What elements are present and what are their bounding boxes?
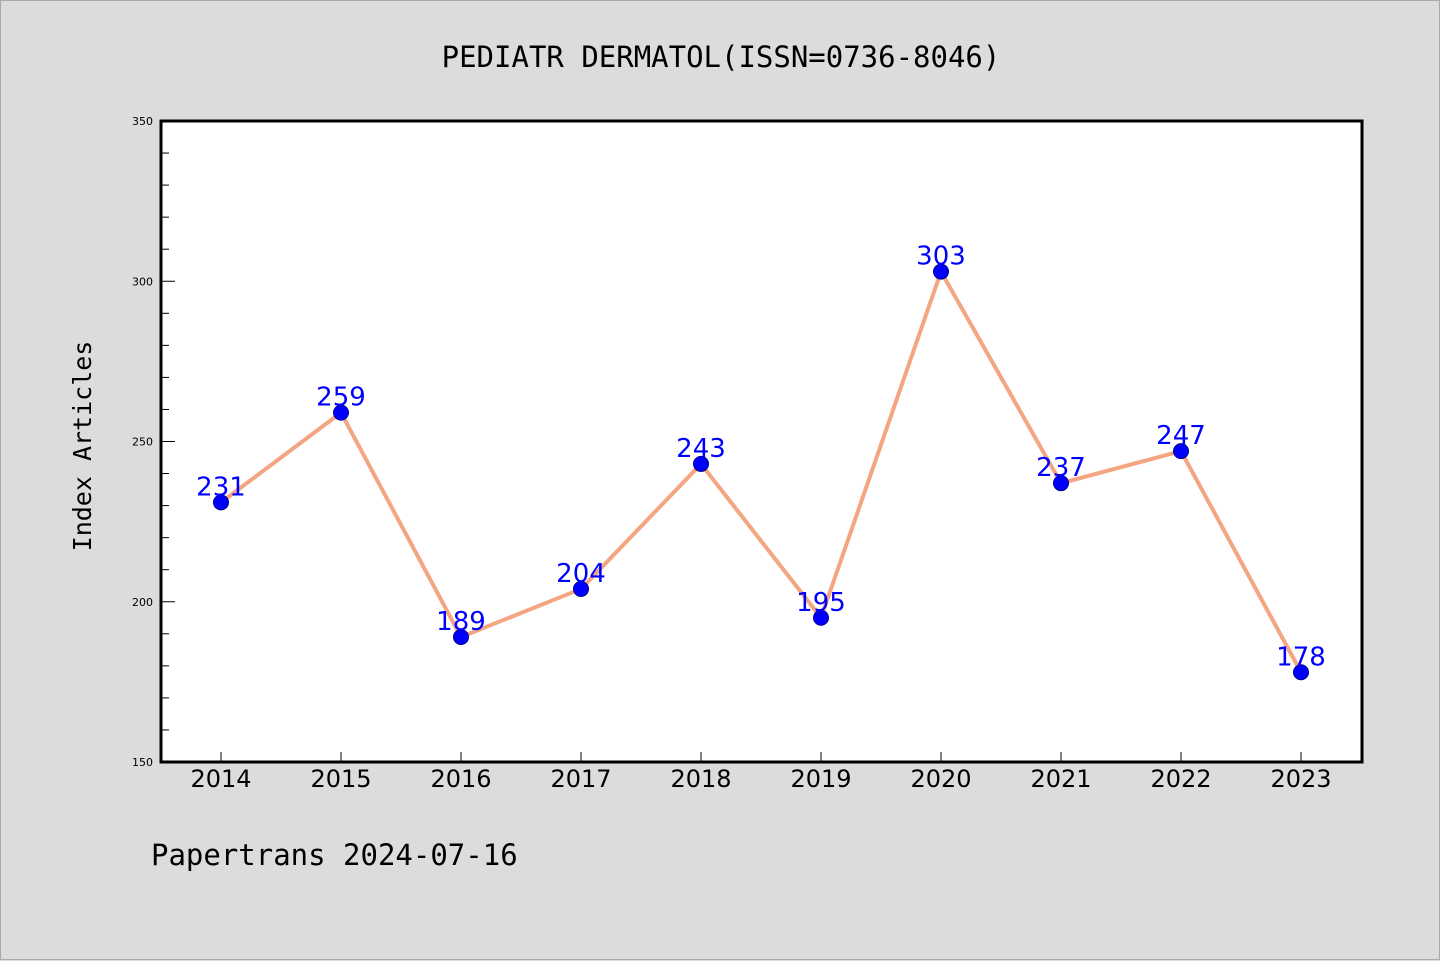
x-tick-label: 2015 [310, 765, 371, 793]
y-axis-label: Index Articles [68, 341, 97, 552]
data-label: 231 [196, 472, 246, 502]
y-tick-label: 350 [132, 115, 153, 128]
data-point [573, 580, 589, 597]
data-label: 247 [1156, 421, 1206, 451]
x-axis-ticks: 2014 2015 2016 2017 2018 2019 2020 2021 2022 2023 [190, 752, 1332, 793]
data-point [453, 629, 469, 646]
y-minor-ticks [161, 152, 169, 731]
x-tick-label: 2019 [790, 765, 851, 793]
chart-title: PEDIATR DERMATOL(ISSN=0736-8046) [442, 40, 1001, 74]
x-tick-label: 2021 [1030, 765, 1091, 793]
data-point [813, 609, 829, 626]
x-tick-label: 2022 [1150, 765, 1211, 793]
series-line [219, 269, 1303, 674]
data-point [333, 404, 349, 421]
data-label: 259 [316, 383, 366, 413]
y-tick-label: 250 [132, 436, 153, 449]
data-label: 303 [916, 242, 966, 272]
x-tick-label: 2014 [190, 765, 251, 793]
plot-area [159, 119, 1364, 764]
data-label: 204 [556, 559, 606, 589]
data-label: 189 [436, 607, 486, 637]
x-tick-label: 2017 [550, 765, 611, 793]
data-point [1293, 664, 1309, 681]
x-tick-label: 2018 [670, 765, 731, 793]
x-tick-label: 2016 [430, 765, 491, 793]
data-points [213, 263, 1309, 681]
x-tick-label: 2023 [1270, 765, 1331, 793]
data-label: 237 [1036, 453, 1086, 483]
data-point [213, 494, 229, 511]
y-tick-label: 150 [132, 756, 153, 769]
data-label: 195 [796, 588, 846, 618]
y-tick-label: 200 [132, 596, 153, 609]
y-axis-ticks: 150 200 250 300 350 [132, 115, 175, 769]
y-tick-label: 300 [132, 275, 153, 288]
data-point [1053, 475, 1069, 492]
data-label: 178 [1276, 642, 1326, 672]
data-point [1173, 443, 1189, 460]
footer-text: Papertrans 2024-07-16 [151, 838, 518, 872]
x-tick-label: 2020 [910, 765, 971, 793]
data-label: 243 [676, 434, 726, 464]
data-point [933, 263, 949, 280]
data-point [693, 455, 709, 472]
data-labels: 231 259 189 204 243 195 303 237 247 178 [196, 242, 1326, 673]
